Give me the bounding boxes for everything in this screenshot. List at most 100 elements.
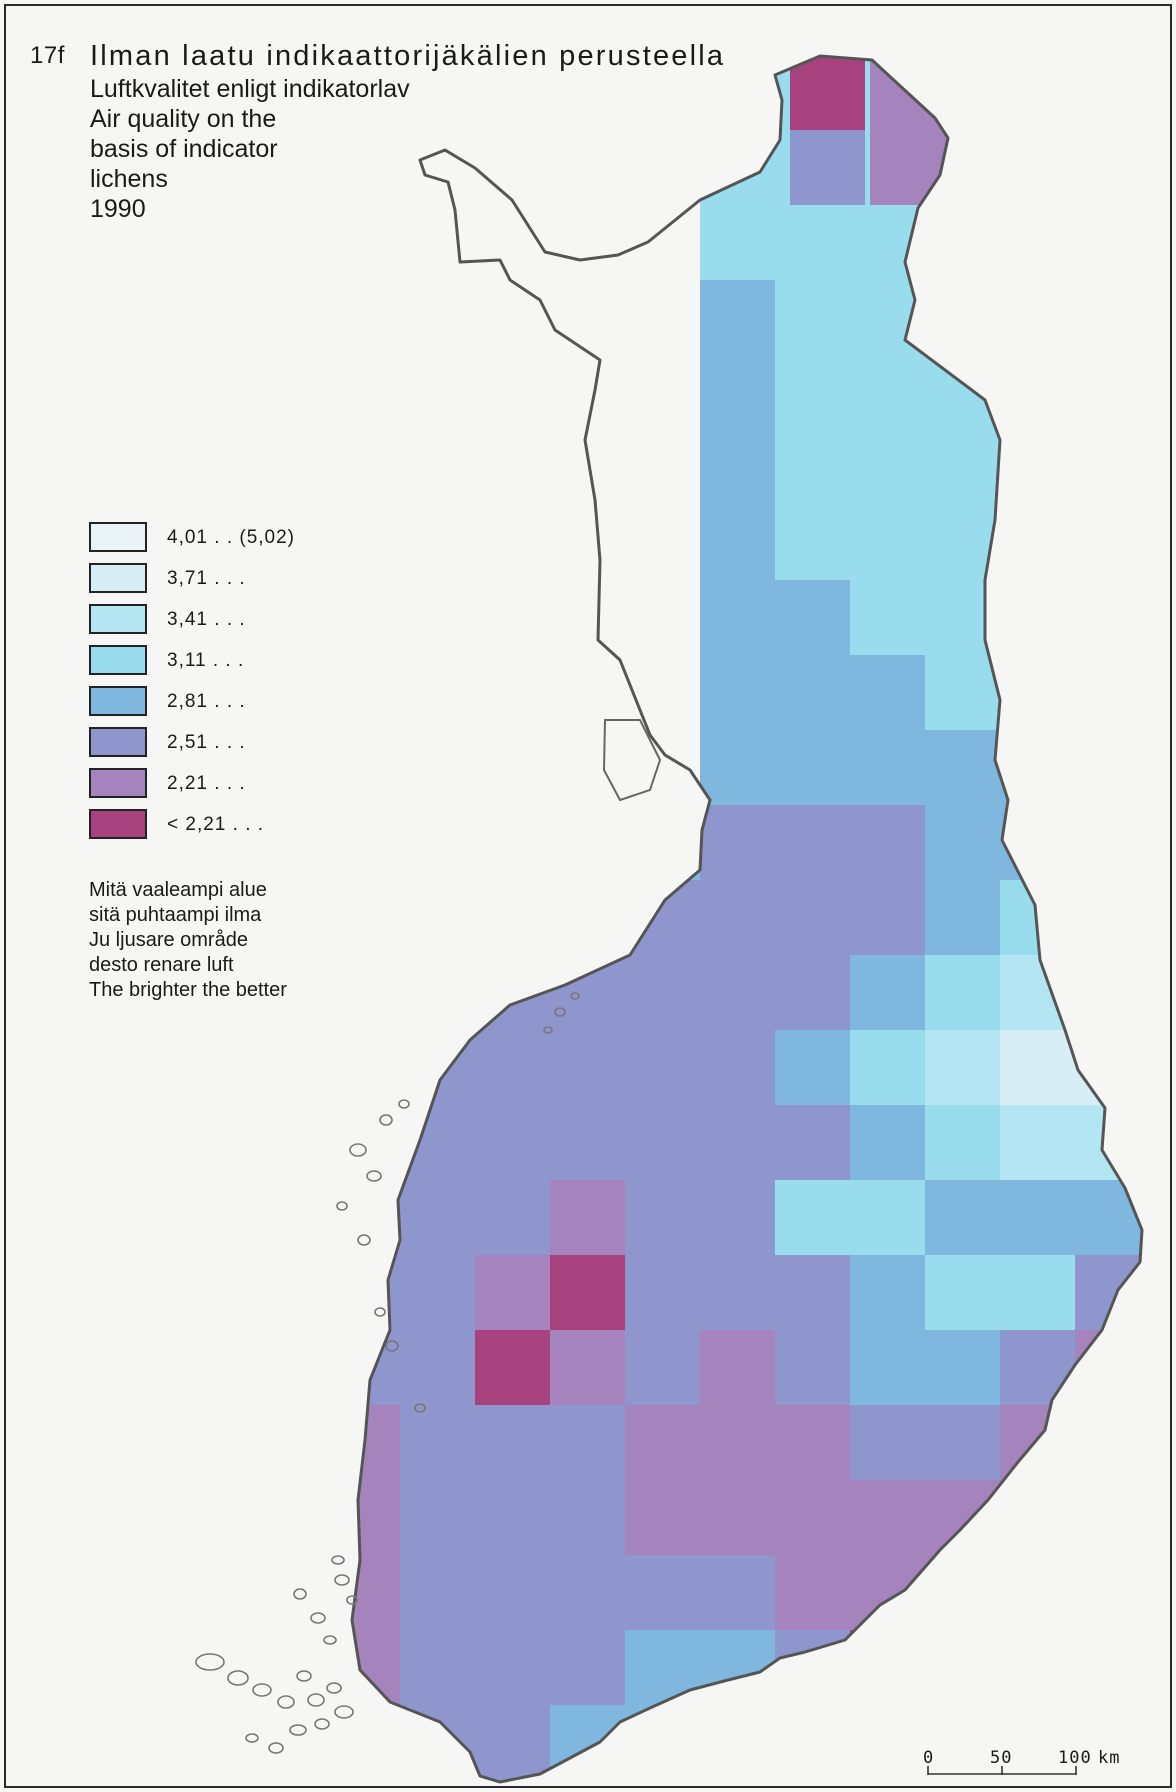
grid-cell	[625, 1555, 701, 1631]
grid-cell	[790, 56, 865, 130]
island	[385, 1340, 399, 1352]
note-line-4: desto renare luft	[89, 954, 234, 976]
finland-border	[350, 54, 1144, 1784]
island	[227, 1670, 249, 1686]
island	[277, 1695, 295, 1709]
scale-unit: km	[1098, 1748, 1121, 1768]
island	[252, 1683, 272, 1697]
legend-swatch	[89, 604, 147, 634]
island	[195, 1653, 225, 1671]
grid-cell	[850, 655, 926, 731]
grid-cell	[475, 1030, 551, 1106]
legend-label: 2,81 . . .	[167, 691, 246, 712]
legend-swatch	[89, 727, 147, 757]
island	[331, 1555, 345, 1565]
grid-cell	[625, 955, 701, 1031]
note-line-3: Ju ljusare område	[89, 929, 248, 951]
grid-cell	[700, 430, 776, 506]
grid-cell	[850, 1480, 926, 1556]
grid-cell	[550, 1105, 626, 1181]
grid-cell	[700, 1330, 776, 1406]
island	[357, 1234, 371, 1246]
title-lines: Ilman laatu indikaattorijäkälien peruste…	[90, 38, 770, 224]
inland-water	[602, 719, 662, 802]
legend-item: 2,21 . . .	[89, 766, 389, 806]
grid-cell	[850, 805, 926, 881]
grid-cell	[700, 1480, 776, 1556]
grid-cell	[775, 580, 851, 656]
grid-cell	[775, 655, 851, 731]
island	[543, 1026, 553, 1034]
grid-cell	[790, 130, 865, 205]
legend-item: 3,41 . . .	[89, 602, 389, 642]
scale-tick-100: 100	[1058, 1748, 1092, 1768]
island	[289, 1724, 307, 1736]
grid-cell	[850, 1030, 926, 1106]
grid-cell	[700, 1180, 776, 1256]
island	[570, 992, 580, 1000]
grid-cell	[400, 1555, 476, 1631]
grid-cell	[475, 1330, 551, 1406]
note-line-5: The brighter the better	[89, 979, 287, 1001]
legend-label: 4,01 . . (5,02)	[167, 527, 296, 548]
legend-item: < 2,21 . . .	[89, 807, 389, 847]
grid-cell	[700, 730, 776, 806]
scale-tick-0: 0	[923, 1748, 935, 1768]
grid-cell	[850, 880, 926, 956]
grid-cell	[1000, 1255, 1076, 1331]
title-english-line-2: basis of indicator	[90, 135, 278, 163]
grid-cell	[550, 1405, 626, 1481]
grid-cell	[400, 1180, 476, 1256]
grid-cell	[925, 1030, 1001, 1106]
map-year: 1990	[90, 195, 146, 223]
grid-cell	[775, 1555, 851, 1631]
figure-number: 17f	[30, 42, 65, 69]
grid-cell	[775, 1405, 851, 1481]
island	[310, 1612, 326, 1624]
grid-cell	[625, 1480, 701, 1556]
title-english-line-3: lichens	[90, 165, 168, 193]
grid-cell	[700, 1555, 776, 1631]
grid-cell	[550, 1330, 626, 1406]
island	[268, 1742, 284, 1754]
legend-note: Mitä vaaleampi alue sitä puhtaampi ilma …	[89, 878, 287, 1003]
grid-cell	[475, 1105, 551, 1181]
map-frame	[4, 4, 1172, 1788]
island	[554, 1007, 566, 1017]
grid-cell	[850, 580, 926, 656]
grid-cell	[400, 1405, 476, 1481]
legend-label: 2,51 . . .	[167, 732, 246, 753]
grid-cell	[775, 505, 851, 581]
grid-cell	[700, 580, 776, 656]
note-line-1: Mitä vaaleampi alue	[89, 879, 267, 901]
island	[374, 1307, 386, 1317]
grid-cell	[775, 430, 851, 506]
grid-cell	[400, 1480, 476, 1556]
grid-cell	[700, 655, 776, 731]
grid-cell	[475, 1405, 551, 1481]
island	[296, 1670, 312, 1682]
grid-cell	[625, 1330, 701, 1406]
legend-swatch	[89, 563, 147, 593]
island	[334, 1705, 354, 1719]
grid-cell	[850, 1105, 926, 1181]
scale-bar: 0 50 100 km	[918, 1748, 1158, 1778]
grid-cell	[925, 955, 1001, 1031]
grid-cell	[850, 1330, 926, 1406]
grid-cell	[1000, 1030, 1076, 1106]
grid-cell	[775, 355, 851, 431]
grid-cell	[925, 1405, 1001, 1481]
grid-cell	[700, 505, 776, 581]
grid-cell	[775, 730, 851, 806]
grid-cell	[850, 505, 926, 581]
grid-cell	[625, 1030, 701, 1106]
legend-swatch	[89, 768, 147, 798]
legend-item: 2,51 . . .	[89, 725, 389, 765]
legend-swatch	[89, 522, 147, 552]
grid-cell	[775, 1180, 851, 1256]
grid-cell	[700, 1255, 776, 1331]
grid-cell	[775, 1480, 851, 1556]
legend-item: 3,11 . . .	[89, 643, 389, 683]
scale-bar-line	[927, 1766, 1077, 1775]
